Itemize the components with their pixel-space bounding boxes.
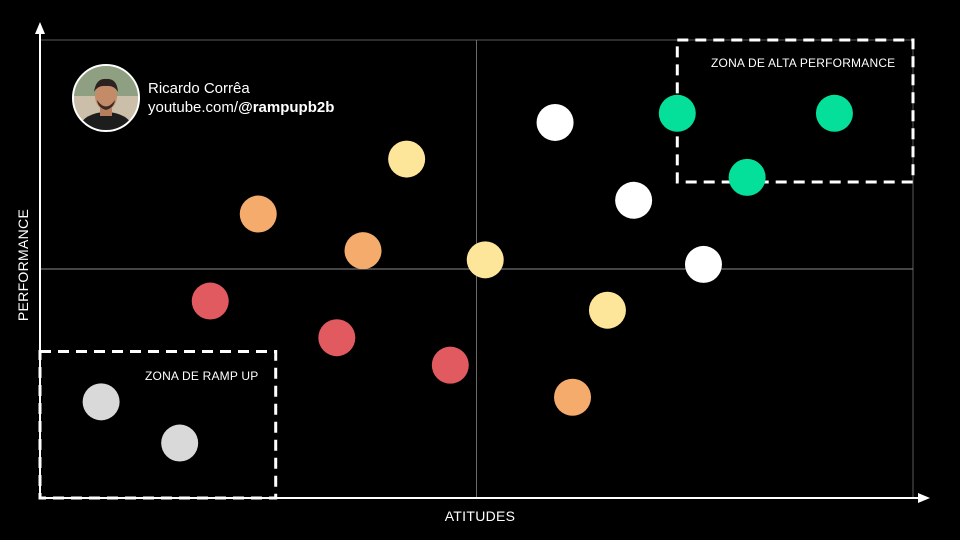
data-point-green <box>815 94 853 132</box>
data-point-orange <box>554 378 592 416</box>
data-point-gray <box>161 424 199 462</box>
avatar <box>72 64 140 132</box>
channel-url-prefix: youtube.com/ <box>148 99 239 116</box>
data-point-white <box>615 181 653 219</box>
zone-label-ramp-up: ZONA DE RAMP UP <box>145 369 259 383</box>
data-point-red <box>431 346 469 384</box>
person-photo-icon <box>74 66 138 130</box>
data-point-orange <box>344 232 382 270</box>
data-point-yellow <box>388 140 426 178</box>
data-point-green <box>658 94 696 132</box>
author-channel: youtube.com/@rampupb2b <box>148 98 334 117</box>
data-point-red <box>191 282 229 320</box>
y-axis-arrow-icon <box>35 22 45 34</box>
data-point-yellow <box>588 291 626 329</box>
y-axis-label: PERFORMANCE <box>15 208 31 322</box>
data-point-white <box>684 245 722 283</box>
data-point-yellow <box>466 241 504 279</box>
x-axis-label: ATITUDES <box>444 508 516 524</box>
data-point-orange <box>239 195 277 233</box>
x-axis-arrow-icon <box>918 493 930 503</box>
author-card: Ricardo Corrêa youtube.com/@rampupb2b <box>72 64 334 132</box>
channel-handle: @rampupb2b <box>238 99 335 116</box>
data-point-white <box>536 103 574 141</box>
data-point-red <box>318 319 356 357</box>
author-name: Ricardo Corrêa <box>148 80 250 97</box>
data-point-green <box>728 158 766 196</box>
zone-label-high-performance: ZONA DE ALTA PERFORMANCE <box>711 56 896 70</box>
data-point-gray <box>82 383 120 421</box>
